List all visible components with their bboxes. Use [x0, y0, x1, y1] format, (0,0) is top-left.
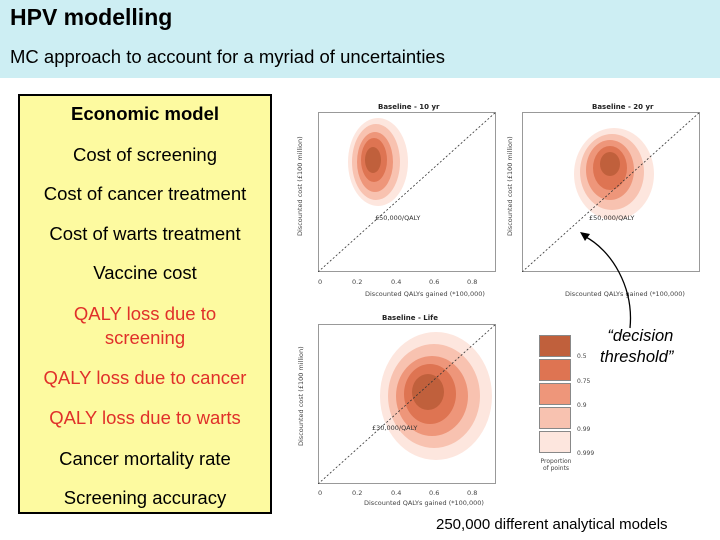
- economic-model-panel: Economic model Cost of screening Cost of…: [18, 94, 272, 514]
- x-tick: 0: [318, 278, 323, 286]
- x-tick: 0.8: [467, 489, 478, 497]
- plot-title: Baseline - 20 yr: [592, 103, 654, 111]
- x-axis-label: Discounted QALYs gained (*100,000): [565, 290, 685, 298]
- footnote: 250,000 different analytical models: [436, 516, 668, 533]
- x-tick: 0.4: [391, 489, 402, 497]
- scatter-plot-baseline-10: [318, 112, 496, 272]
- y-axis-label: Discounted cost (£100 million): [506, 136, 514, 236]
- panel-item: QALY loss due to cancer: [43, 367, 247, 388]
- title-bar: [0, 0, 720, 78]
- legend-swatch: [539, 383, 571, 405]
- x-tick: 0.6: [429, 278, 440, 286]
- x-axis-label: Discounted QALYs gained (*100,000): [365, 290, 485, 298]
- threshold-label: £30,000/QALY: [372, 424, 418, 432]
- legend-title: Proportion of points: [540, 458, 572, 472]
- panel-item: Cost of cancer treatment: [43, 183, 247, 204]
- x-tick: 0.8: [467, 278, 478, 286]
- callout-line: “decision: [607, 327, 674, 345]
- legend-swatch: [539, 335, 571, 357]
- x-axis-label: Discounted QALYs gained (*100,000): [364, 499, 484, 507]
- legend-swatch: [539, 431, 571, 453]
- legend-label: 0.9: [577, 402, 587, 409]
- panel-item: Vaccine cost: [93, 262, 197, 283]
- decision-threshold-callout: “decision threshold”: [600, 326, 673, 368]
- plot-title: Baseline - 10 yr: [378, 103, 440, 111]
- scatter-plot-baseline-life: [318, 324, 496, 484]
- threshold-label: £50,000/QALY: [589, 214, 635, 222]
- slide-title: HPV modelling: [10, 4, 173, 30]
- callout-line: threshold”: [600, 348, 674, 366]
- density-cloud: [574, 128, 654, 220]
- panel-item: Cost of screening: [73, 144, 217, 165]
- x-tick: 0.4: [391, 278, 402, 286]
- y-axis-label: Discounted cost (£100 million): [296, 136, 304, 236]
- x-tick: 0.2: [352, 489, 363, 497]
- panel-item: Screening accuracy: [63, 487, 227, 508]
- y-axis-label: Discounted cost (£100 million): [297, 346, 305, 446]
- legend-label: 0.75: [577, 378, 591, 385]
- legend-swatch: [539, 407, 571, 429]
- slide-subtitle: MC approach to account for a myriad of u…: [10, 46, 445, 67]
- threshold-label: £50,000/QALY: [375, 214, 421, 222]
- x-tick: 0: [318, 489, 323, 497]
- panel-heading: Economic model: [70, 103, 220, 124]
- panel-item: Cost of warts treatment: [49, 223, 241, 244]
- x-tick: 0.2: [352, 278, 363, 286]
- panel-item: QALY loss due to warts: [49, 407, 241, 428]
- density-cloud: [380, 332, 492, 460]
- panel-item: QALY loss due to screening: [73, 303, 217, 348]
- callout-arrow: [580, 232, 632, 329]
- scatter-plot-baseline-20: [522, 112, 700, 272]
- legend-swatch: [539, 359, 571, 381]
- legend-label: 0.5: [577, 353, 587, 360]
- legend-label: 0.999: [577, 450, 595, 457]
- density-cloud: [348, 118, 408, 206]
- legend-label: 0.99: [577, 426, 591, 433]
- plot-title: Baseline - Life: [382, 314, 438, 322]
- x-tick: 0.6: [429, 489, 440, 497]
- panel-item: Cancer mortality rate: [59, 448, 231, 469]
